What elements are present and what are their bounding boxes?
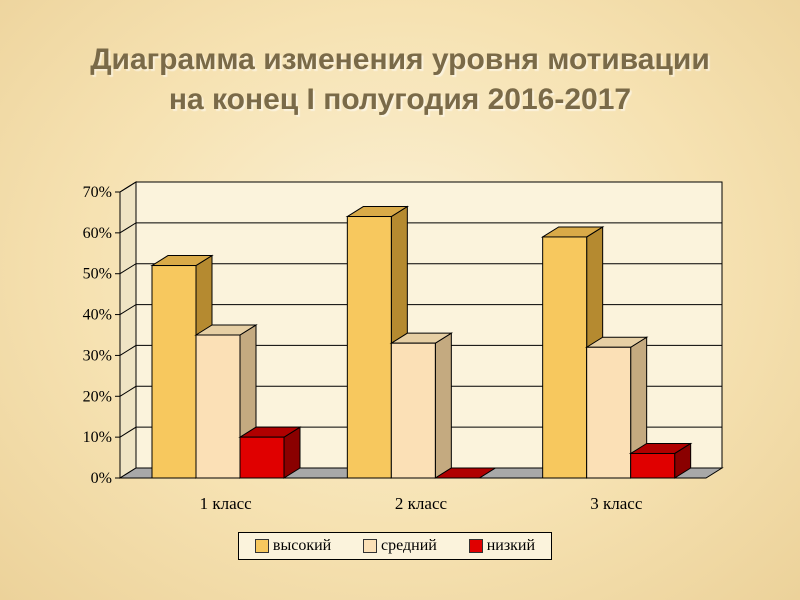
y-tick-label: 40%	[83, 307, 112, 324]
x-category-label: 2 класс	[395, 494, 448, 513]
gridline	[119, 385, 722, 397]
y-tick-label: 60%	[83, 225, 112, 242]
y-tick-label: 50%	[83, 266, 112, 283]
y-tick-label: 0%	[91, 470, 112, 487]
x-category-label: 3 класс	[590, 494, 643, 513]
bar-high-2	[346, 216, 392, 479]
gridline	[119, 344, 722, 356]
gridline	[119, 426, 722, 438]
bar-medium-2	[390, 342, 436, 479]
legend-label-high: высокий	[272, 537, 332, 554]
x-category-label: 1 класс	[200, 494, 253, 513]
legend-swatch-medium	[363, 539, 378, 553]
bar-low-2-top	[433, 467, 498, 479]
title-line-1: Диаграмма изменения уровня мотивации	[90, 43, 710, 76]
legend-label-medium: средний	[381, 537, 437, 554]
gridline	[119, 304, 722, 315]
legend-item-medium: средний	[363, 537, 437, 555]
gridline	[119, 181, 722, 193]
bar-low-1	[239, 436, 285, 479]
chart-side-wall	[119, 181, 137, 479]
bar-high-3	[542, 236, 588, 479]
legend-item-low: низкий	[468, 537, 536, 555]
y-tick-label: 70%	[83, 184, 112, 201]
bar-low-3	[630, 452, 676, 479]
legend-swatch-high	[254, 539, 269, 553]
bar-medium-1	[195, 334, 241, 479]
gridline	[119, 263, 722, 275]
title-line-2: на конец I полугодия 2016-2017	[168, 83, 632, 116]
legend-label-low: низкий	[486, 537, 536, 554]
legend-item-high: высокий	[254, 537, 332, 555]
bar-medium-3	[586, 346, 632, 479]
bar-high-1	[151, 265, 197, 479]
y-tick-label: 10%	[83, 429, 112, 446]
chart-legend: высокий средний низкий	[238, 532, 552, 560]
gridline	[119, 222, 722, 234]
slide-title: Диаграмма изменения уровня мотивации на …	[0, 40, 800, 120]
y-tick-label: 20%	[83, 388, 112, 405]
bar-medium-2-side	[434, 332, 452, 479]
legend-swatch-low	[468, 539, 483, 553]
y-tick-label: 30%	[83, 347, 112, 364]
